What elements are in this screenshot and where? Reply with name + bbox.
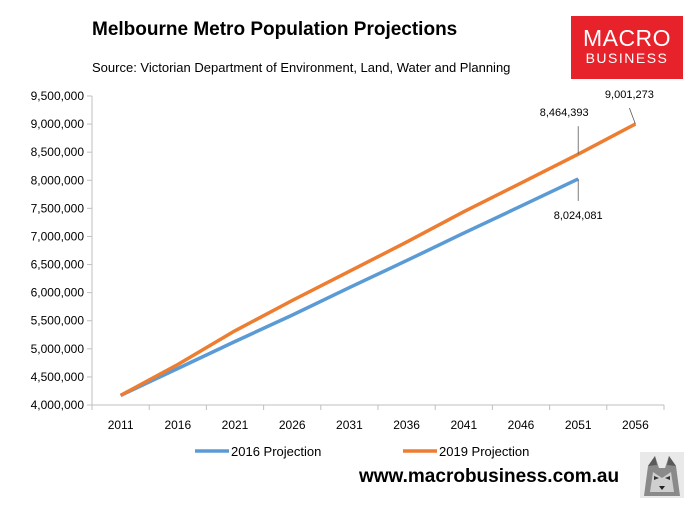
x-tick-label: 2011 xyxy=(108,418,134,432)
y-tick-label: 7,500,000 xyxy=(31,201,85,215)
y-tick-label: 9,000,000 xyxy=(31,117,85,131)
y-tick-label: 4,500,000 xyxy=(31,370,85,384)
logo-line-business: BUSINESS xyxy=(585,50,669,66)
chart-subtitle: Source: Victorian Department of Environm… xyxy=(92,60,511,75)
legend-label-0: 2016 Projection xyxy=(231,444,321,459)
x-tick-label: 2016 xyxy=(164,418,191,432)
y-tick-label: 5,500,000 xyxy=(31,314,85,328)
legend: 2016 Projection 2019 Projection xyxy=(195,444,529,459)
x-tick-label: 2036 xyxy=(393,418,420,432)
y-tick-label: 4,000,000 xyxy=(31,398,85,412)
y-tick-label: 8,000,000 xyxy=(31,173,85,187)
series-line-1 xyxy=(119,122,637,397)
annotation-label: 8,024,081 xyxy=(554,210,603,222)
y-tick-label: 9,500,000 xyxy=(31,89,85,103)
chart-title: Melbourne Metro Population Projections xyxy=(92,19,458,40)
annotation-label: 8,464,393 xyxy=(540,107,589,119)
y-tick-label: 5,000,000 xyxy=(31,342,85,356)
y-tick-label: 6,500,000 xyxy=(31,258,85,272)
legend-label-1: 2019 Projection xyxy=(439,444,529,459)
x-tick-label: 2046 xyxy=(508,418,535,432)
data-labels: 8,024,081 8,464,393 9,001,273 xyxy=(540,89,654,222)
series-line-0 xyxy=(119,177,579,397)
x-tick-label: 2041 xyxy=(450,418,477,432)
y-tick-label: 7,000,000 xyxy=(31,229,85,243)
axes: 4,000,000 4,500,000 5,000,000 5,500,000 6,00… xyxy=(31,89,665,432)
footer-url: www.macrobusiness.com.au xyxy=(359,466,620,487)
macrobusiness-logo: MACRO BUSINESS xyxy=(571,16,683,79)
annotation-label: 9,001,273 xyxy=(605,89,654,101)
x-tick-label: 2056 xyxy=(622,418,649,432)
series-layer xyxy=(119,122,637,397)
y-tick-label: 6,000,000 xyxy=(31,286,85,300)
x-tick-label: 2051 xyxy=(565,418,592,432)
x-tick-label: 2026 xyxy=(279,418,306,432)
y-tick-label: 8,500,000 xyxy=(31,145,85,159)
annotation-leader xyxy=(629,107,636,125)
wolf-logo-image xyxy=(640,452,684,498)
x-tick-label: 2021 xyxy=(222,418,249,432)
x-tick-label: 2031 xyxy=(336,418,363,432)
logo-line-macro: MACRO xyxy=(582,25,672,51)
